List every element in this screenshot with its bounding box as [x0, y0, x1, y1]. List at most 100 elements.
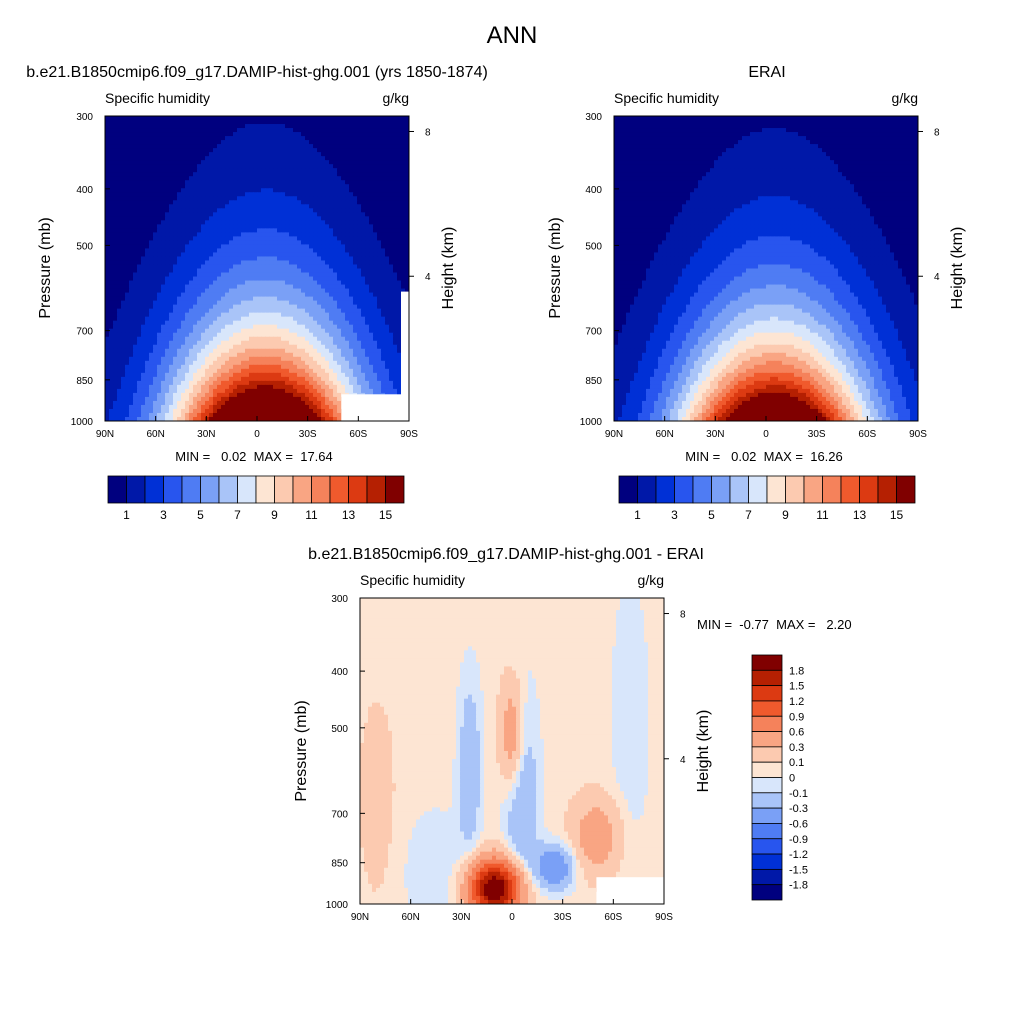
contour-cell — [249, 268, 254, 274]
contour-cell — [109, 304, 114, 310]
contour-cell — [325, 300, 330, 306]
contour-cell — [333, 248, 338, 254]
contour-cell — [181, 248, 186, 254]
contour-cell — [161, 320, 166, 326]
contour-cell — [325, 216, 330, 221]
contour-cell — [293, 284, 298, 290]
contour-cell — [145, 256, 150, 262]
contour-cell — [353, 364, 358, 370]
contour-cell — [361, 144, 366, 149]
contour-cell — [225, 240, 230, 246]
contour-cell — [269, 188, 274, 193]
contour-cell — [229, 164, 234, 169]
contour-cell — [393, 276, 398, 282]
contour-cell — [297, 324, 302, 330]
contour-cell — [349, 132, 354, 137]
contour-cell — [397, 364, 402, 370]
contour-cell — [169, 316, 174, 322]
contour-cell — [137, 172, 142, 177]
contour-cell — [309, 368, 314, 374]
contour-cell — [149, 208, 154, 213]
contour-cell — [193, 196, 198, 201]
contour-cell — [281, 332, 286, 338]
contour-cell — [141, 168, 146, 173]
contour-cell — [337, 144, 342, 149]
contour-cell — [157, 216, 162, 221]
contour-cell — [181, 336, 186, 342]
contour-cell — [317, 156, 322, 161]
contour-cell — [189, 280, 194, 286]
contour-cell — [133, 280, 138, 286]
contour-cell — [357, 120, 362, 125]
contour-cell — [153, 224, 158, 229]
contour-cell — [277, 332, 282, 338]
contour-cell — [381, 344, 386, 350]
contour-cell — [173, 348, 178, 354]
contour-cell — [125, 252, 130, 258]
contour-cell — [185, 360, 190, 366]
contour-cell — [297, 276, 302, 282]
contour-cell — [301, 336, 306, 342]
contour-cell — [293, 348, 298, 354]
contour-cell — [353, 184, 358, 189]
contour-cell — [169, 372, 174, 378]
contour-cell — [309, 196, 314, 201]
contour-cell — [361, 224, 366, 229]
contour-cell — [217, 372, 222, 378]
contour-cell — [285, 368, 290, 374]
contour-cell — [277, 196, 282, 201]
contour-cell — [289, 196, 294, 201]
contour-cell — [265, 192, 270, 197]
contour-cell — [385, 152, 390, 157]
contour-cell — [213, 208, 218, 213]
contour-cell — [153, 308, 158, 314]
contour-cell — [281, 364, 286, 370]
contour-cell — [249, 376, 254, 382]
contour-cell — [221, 260, 226, 266]
contour-cell — [329, 316, 334, 322]
contour-cell — [317, 340, 322, 346]
contour-cell — [241, 264, 246, 270]
contour-cell — [173, 320, 178, 326]
contour-cell — [233, 292, 238, 298]
contour-cell — [201, 228, 206, 233]
contour-cell — [401, 252, 406, 258]
contour-cell — [209, 312, 214, 318]
contour-cell — [313, 304, 318, 310]
contour-cell — [177, 176, 182, 181]
contour-cell — [261, 128, 266, 133]
contour-cell — [125, 132, 130, 137]
contour-cell — [265, 204, 270, 209]
contour-cell — [153, 304, 158, 310]
contour-cell — [313, 232, 318, 237]
contour-cell — [293, 236, 298, 241]
contour-cell — [189, 172, 194, 177]
contour-cell — [345, 132, 350, 137]
contour-cell — [181, 264, 186, 270]
contour-cell — [257, 360, 262, 366]
contour-cell — [129, 180, 134, 185]
contour-cell — [173, 304, 178, 310]
contour-cell — [217, 252, 222, 258]
contour-cell — [213, 200, 218, 205]
contour-cell — [285, 264, 290, 270]
contour-cell — [281, 120, 286, 125]
contour-cell — [309, 228, 314, 233]
contour-cell — [245, 240, 250, 246]
contour-cell — [141, 252, 146, 258]
contour-cell — [189, 200, 194, 205]
contour-cell — [117, 140, 122, 145]
contour-cell — [149, 172, 154, 177]
contour-cell — [261, 208, 266, 213]
contour-cell — [217, 324, 222, 330]
contour-cell — [321, 268, 326, 274]
contour-cell — [141, 116, 146, 121]
contour-cell — [129, 364, 134, 370]
contour-cell — [217, 320, 222, 326]
contour-cell — [329, 364, 334, 370]
contour-cell — [145, 272, 150, 278]
contour-cell — [289, 344, 294, 350]
contour-cell — [365, 168, 370, 173]
contour-cell — [373, 336, 378, 342]
contour-cell — [197, 148, 202, 153]
